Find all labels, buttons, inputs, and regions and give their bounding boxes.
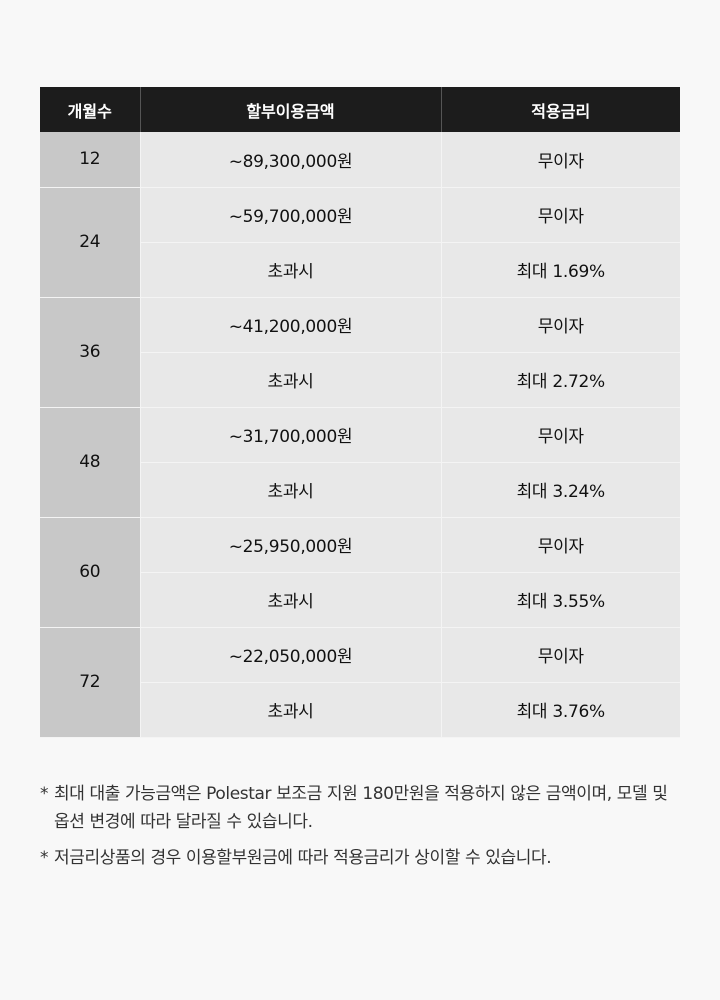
table-row: 36 ~41,200,000원 무이자 [40,297,680,408]
table-row: 초과시 최대 2.72% [40,352,680,408]
rate-cell: 최대 3.24% [441,462,680,518]
amount-cell: ~59,700,000원 [140,187,442,243]
header-amount: 할부이용금액 [140,87,442,132]
amount-cell: 초과시 [140,242,442,298]
months-cell: 48 [40,407,141,518]
installment-rate-table: 개월수 할부이용금액 적용금리 12 ~89,300,000원 무이자 24 ~59,7… [40,87,680,738]
months-cell: 60 [40,517,141,628]
footnote-2: * 저금리상품의 경우 이용할부원금에 따라 적용금리가 상이할 수 있습니다. [40,844,680,872]
amount-cell: ~25,950,000원 [140,517,442,573]
months-cell: 36 [40,297,141,408]
rate-cell: 최대 1.69% [441,242,680,298]
months-cell: 12 [40,132,141,188]
footnote-text: 저금리상품의 경우 이용할부원금에 따라 적용금리가 상이할 수 있습니다. [54,848,552,868]
rate-cell: 최대 3.76% [441,682,680,738]
amount-cell: ~41,200,000원 [140,297,442,353]
rate-cell: 최대 3.55% [441,572,680,628]
footnotes: * 최대 대출 가능금액은 Polestar 보조금 지원 180만원을 적용하… [40,780,680,880]
amount-cell: 초과시 [140,462,442,518]
amount-cell: 초과시 [140,682,442,738]
table-header: 개월수 할부이용금액 적용금리 [40,87,680,132]
rate-cell: 무이자 [441,627,680,683]
amount-cell: ~31,700,000원 [140,407,442,463]
rate-cell: 무이자 [441,407,680,463]
table-row: 60 ~25,950,000원 무이자 [40,517,680,628]
footnote-1: * 최대 대출 가능금액은 Polestar 보조금 지원 180만원을 적용하… [40,780,680,836]
table-row: 48 ~31,700,000원 무이자 [40,407,680,518]
table-row: 72 ~22,050,000원 무이자 [40,627,680,738]
rate-cell: 최대 2.72% [441,352,680,408]
months-cell: 24 [40,187,141,298]
amount-cell: 초과시 [140,572,442,628]
footnote-marker: * [40,784,49,804]
table-row: 12 ~89,300,000원 무이자 [40,132,680,188]
table-row: 초과시 최대 3.24% [40,462,680,518]
header-rate: 적용금리 [441,87,680,132]
rate-cell: 무이자 [441,132,680,188]
amount-cell: ~89,300,000원 [140,132,442,188]
installment-table-wrapper: 개월수 할부이용금액 적용금리 12 ~89,300,000원 무이자 24 ~59,7… [40,87,680,738]
amount-cell: ~22,050,000원 [140,627,442,683]
table-row: 24 ~59,700,000원 무이자 [40,187,680,298]
header-months: 개월수 [40,87,141,132]
amount-cell: 초과시 [140,352,442,408]
rate-cell: 무이자 [441,187,680,243]
table-row: 초과시 최대 1.69% [40,242,680,298]
table-body: 12 ~89,300,000원 무이자 24 ~59,700,000원 무이자 초과시 최대 … [40,132,680,738]
footnote-marker: * [40,848,49,868]
footnote-text: 최대 대출 가능금액은 Polestar 보조금 지원 180만원을 적용하지 … [54,784,668,832]
table-row: 초과시 최대 3.76% [40,682,680,738]
rate-cell: 무이자 [441,297,680,353]
rate-cell: 무이자 [441,517,680,573]
table-row: 초과시 최대 3.55% [40,572,680,628]
months-cell: 72 [40,627,141,738]
